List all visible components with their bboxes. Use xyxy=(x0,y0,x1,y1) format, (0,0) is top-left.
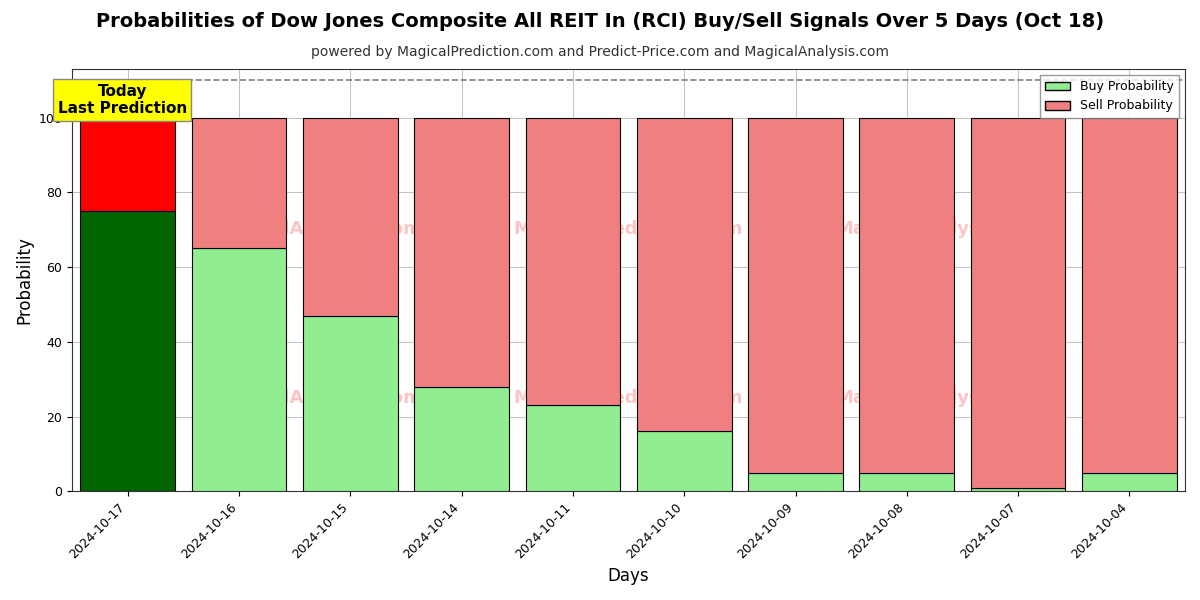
Text: powered by MagicalPrediction.com and Predict-Price.com and MagicalAnalysis.com: powered by MagicalPrediction.com and Pre… xyxy=(311,45,889,59)
Text: MagicalPrediction.com: MagicalPrediction.com xyxy=(514,220,743,238)
Bar xyxy=(414,386,509,491)
Bar xyxy=(637,431,732,491)
Bar xyxy=(192,118,287,248)
Text: MagicalPrediction.com: MagicalPrediction.com xyxy=(514,389,743,407)
Bar xyxy=(192,248,287,491)
Y-axis label: Probability: Probability xyxy=(16,236,34,324)
Text: Probabilities of Dow Jones Composite All REIT In (RCI) Buy/Sell Signals Over 5 D: Probabilities of Dow Jones Composite All… xyxy=(96,12,1104,31)
Bar xyxy=(971,488,1066,491)
Bar xyxy=(1082,118,1177,473)
X-axis label: Days: Days xyxy=(607,567,649,585)
Legend: Buy Probability, Sell Probability: Buy Probability, Sell Probability xyxy=(1040,75,1178,118)
Bar xyxy=(80,211,175,491)
Text: MagicalAnalysis.com: MagicalAnalysis.com xyxy=(835,389,1045,407)
Bar xyxy=(1082,473,1177,491)
Text: MagicalAnalysis.com: MagicalAnalysis.com xyxy=(212,389,422,407)
Bar xyxy=(637,118,732,431)
Bar xyxy=(414,118,509,386)
Bar xyxy=(859,473,954,491)
Text: MagicalAnalysis.com: MagicalAnalysis.com xyxy=(212,220,422,238)
Bar xyxy=(859,118,954,473)
Bar xyxy=(749,118,842,473)
Bar xyxy=(80,118,175,211)
Text: MagicalAnalysis.com: MagicalAnalysis.com xyxy=(835,220,1045,238)
Bar xyxy=(304,316,397,491)
Text: Today
Last Prediction: Today Last Prediction xyxy=(58,84,187,116)
Bar xyxy=(971,118,1066,488)
Bar xyxy=(526,118,620,406)
Bar xyxy=(749,473,842,491)
Bar xyxy=(526,406,620,491)
Bar xyxy=(304,118,397,316)
